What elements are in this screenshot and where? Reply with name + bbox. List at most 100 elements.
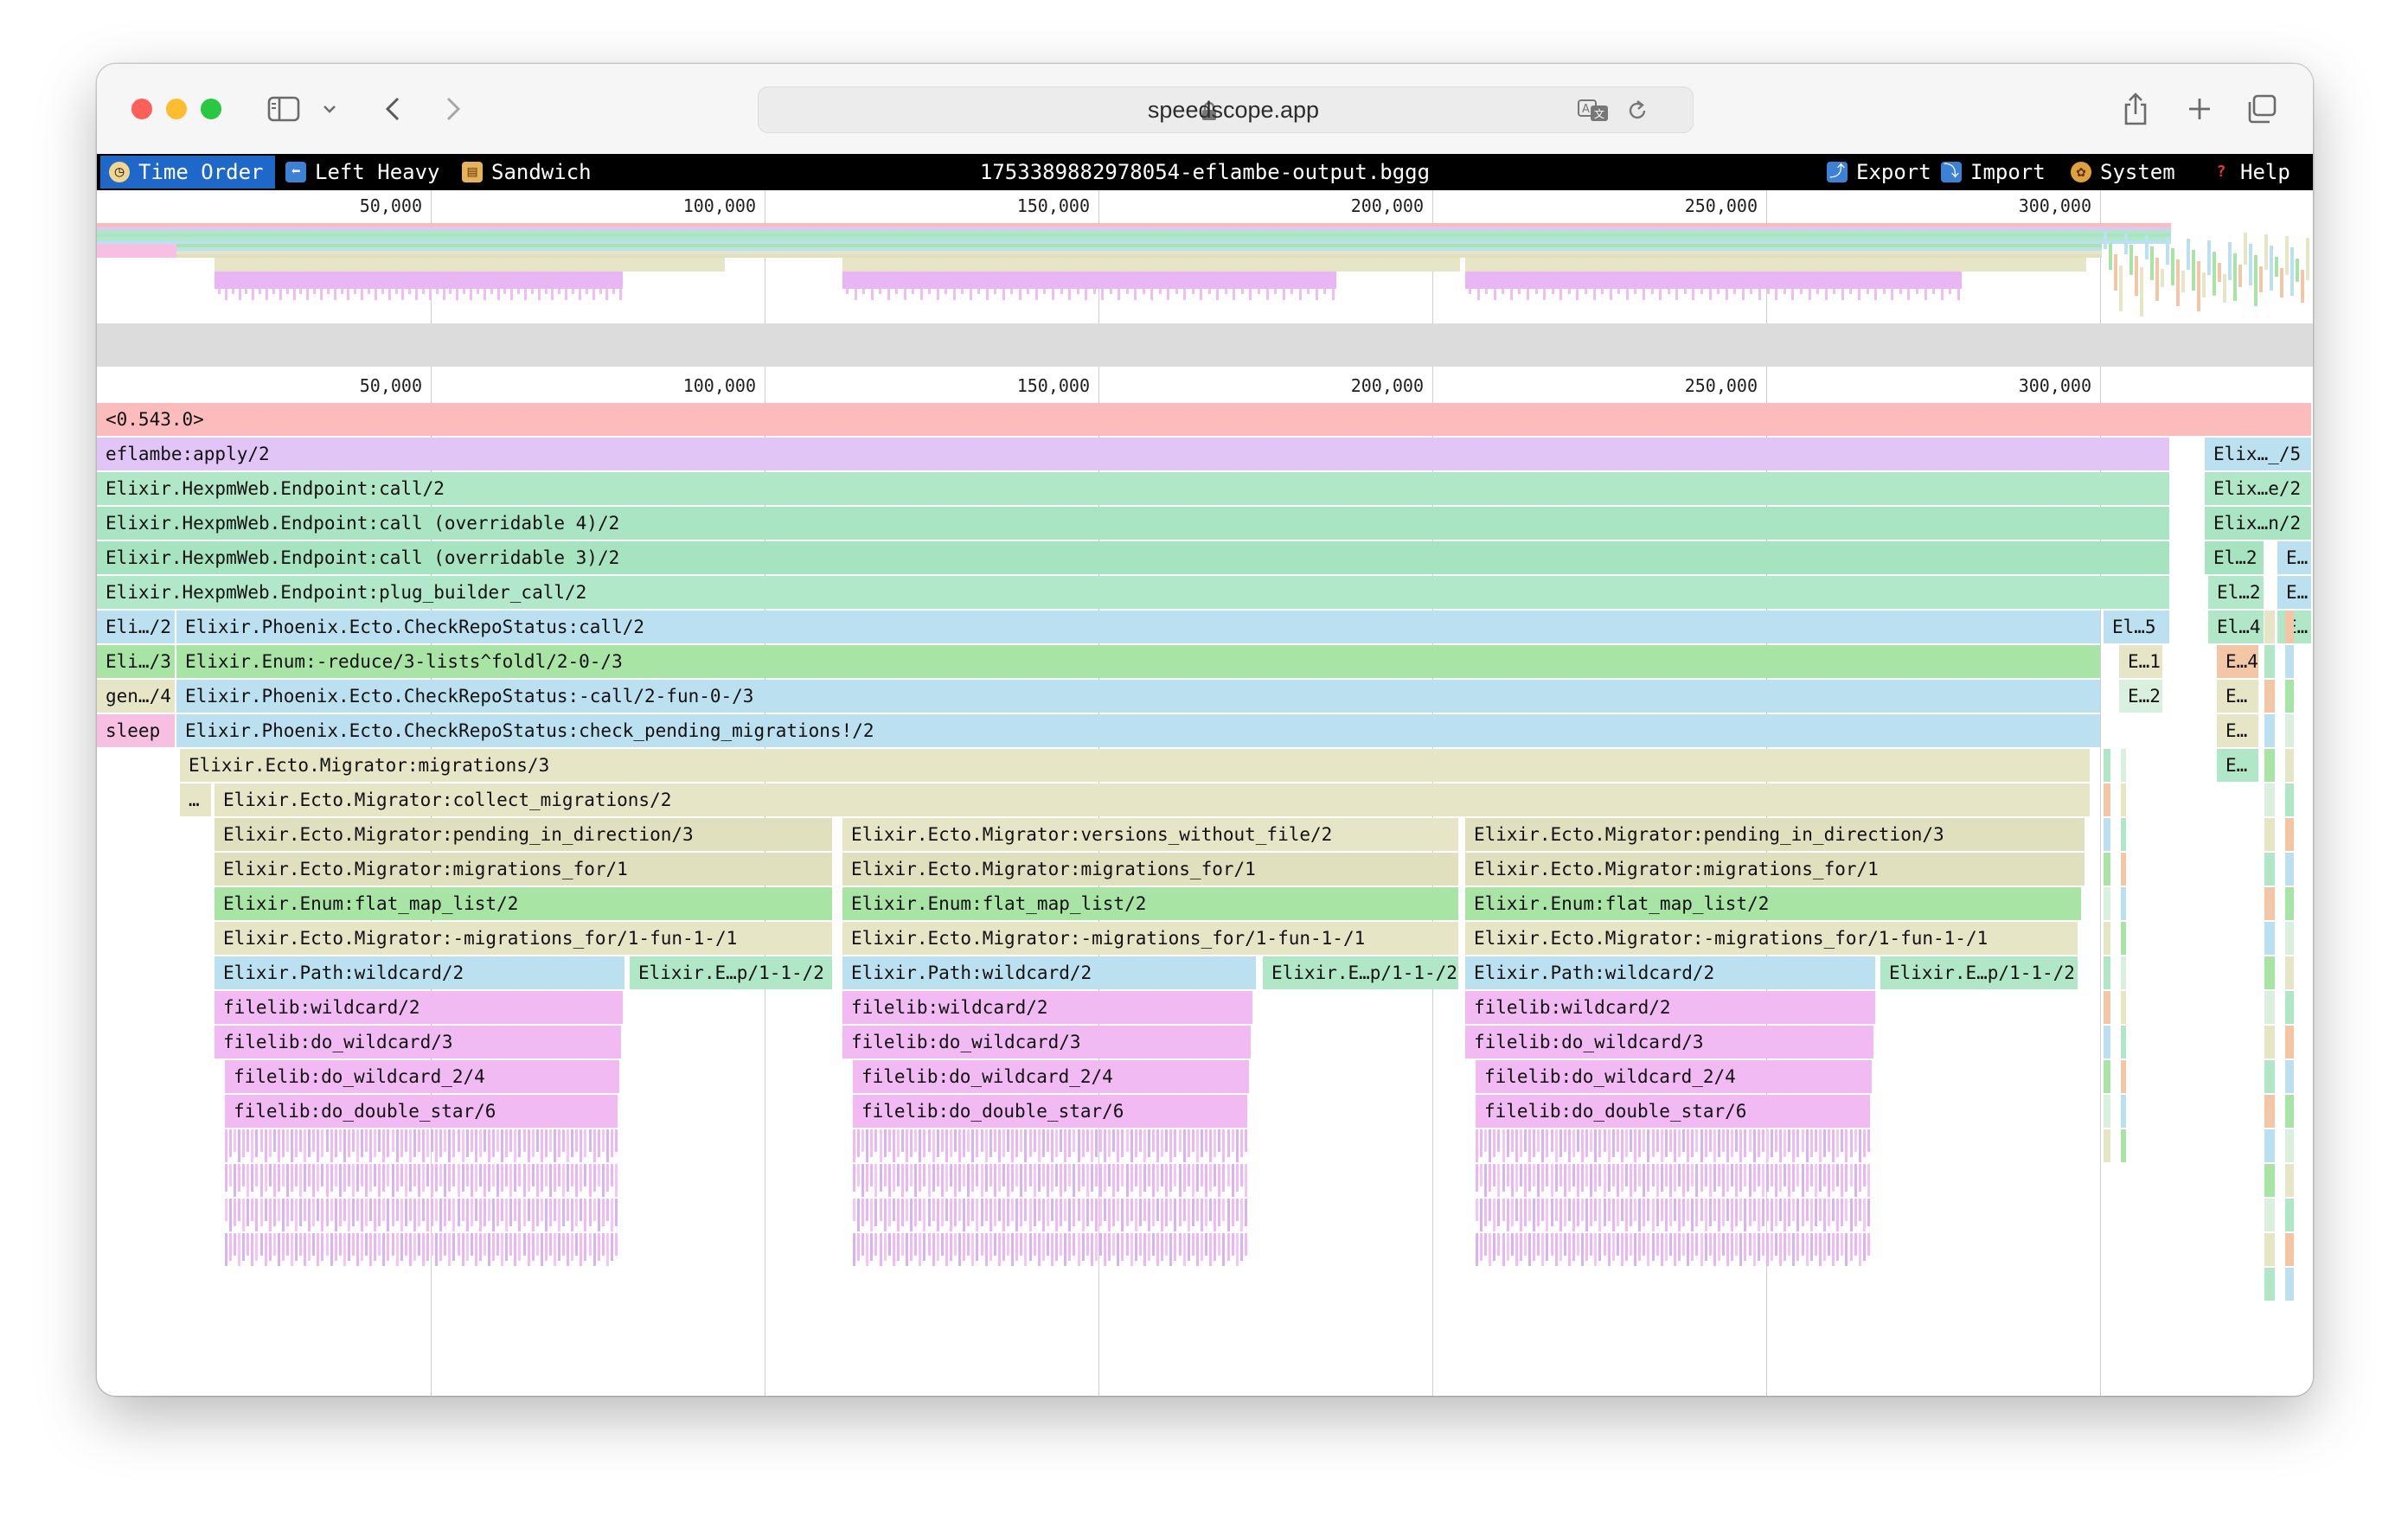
- time-order-tab[interactable]: ◷ Time Order: [100, 156, 275, 189]
- flame-sliver: [1752, 1233, 1756, 1266]
- flame-frame[interactable]: El…5: [2104, 611, 2169, 643]
- flame-frame[interactable]: Elixir.Ecto.Migrator:migrations_for/1: [1465, 853, 2085, 886]
- flame-frame[interactable]: Elixir.Enum:-reduce/3-lists^foldl/2-0-/3: [176, 645, 2100, 678]
- flame-frame[interactable]: Elixir.E…p/1-1-/2: [630, 956, 832, 989]
- flame-sliver: [1687, 1129, 1690, 1162]
- flame-frame[interactable]: El…2: [2208, 576, 2264, 609]
- flame-frame[interactable]: Elixir.HexpmWeb.Endpoint:call (overridab…: [97, 507, 2169, 540]
- sidebar-icon[interactable]: [263, 88, 304, 130]
- flame-frame[interactable]: Elixir.Enum:flat_map_list/2: [842, 887, 1458, 920]
- flame-frame[interactable]: filelib:wildcard/2: [842, 991, 1252, 1024]
- flame-frame[interactable]: E…4: [2217, 645, 2258, 678]
- chevron-down-icon[interactable]: [317, 88, 343, 130]
- flame-frame[interactable]: Elixir.HexpmWeb.Endpoint:call (overridab…: [97, 541, 2169, 574]
- flame-sliver: [2264, 1095, 2275, 1128]
- system-theme-button[interactable]: ✿ System: [2071, 156, 2175, 189]
- flame-frame[interactable]: E…: [2277, 541, 2311, 574]
- flame-frame[interactable]: Elixir.E…p/1-1-/2: [1263, 956, 1458, 989]
- back-arrow-icon[interactable]: [375, 88, 410, 130]
- flame-frame[interactable]: Elixir.Ecto.Migrator:-migrations_for/1-f…: [842, 922, 1458, 955]
- flame-frame[interactable]: E…: [2277, 611, 2311, 643]
- reload-icon[interactable]: [1625, 99, 1649, 127]
- flame-frame[interactable]: E…: [2217, 714, 2258, 747]
- sandwich-tab[interactable]: ▤ Sandwich: [462, 156, 592, 189]
- flame-frame[interactable]: filelib:do_wildcard/3: [1465, 1026, 1873, 1058]
- flame-frame[interactable]: Elixir.Ecto.Migrator:pending_in_directio…: [1465, 818, 2085, 851]
- flame-frame[interactable]: Elix…e/2: [2205, 472, 2311, 505]
- flame-sliver: [317, 1199, 320, 1221]
- flame-sliver: [567, 1129, 570, 1162]
- flame-frame[interactable]: El…4: [2208, 611, 2264, 643]
- flame-frame[interactable]: Elixir.Path:wildcard/2: [215, 956, 624, 989]
- minimap-sliver: [2270, 246, 2273, 291]
- import-button[interactable]: ⤵ Import: [1941, 156, 2046, 189]
- flame-frame[interactable]: filelib:do_wildcard_2/4: [1476, 1060, 1872, 1093]
- flame-frame[interactable]: Elixir.Phoenix.Ecto.CheckRepoStatus:-cal…: [176, 680, 2100, 713]
- flame-frame[interactable]: filelib:do_double_star/6: [1476, 1095, 1870, 1128]
- flame-frame[interactable]: filelib:do_wildcard/3: [215, 1026, 621, 1058]
- flame-frame[interactable]: Elixir.Enum:flat_map_list/2: [215, 887, 832, 920]
- flame-frame[interactable]: filelib:wildcard/2: [215, 991, 623, 1024]
- flame-frame[interactable]: Elixir.HexpmWeb.Endpoint:plug_builder_ca…: [97, 576, 2169, 609]
- minimap-sliver: [870, 289, 874, 300]
- flame-frame[interactable]: filelib:do_wildcard_2/4: [853, 1060, 1249, 1093]
- flame-frame[interactable]: Elixir.Ecto.Migrator:versions_without_fi…: [842, 818, 1458, 851]
- flame-frame[interactable]: E…: [2217, 680, 2258, 713]
- flame-frame[interactable]: Elixir.Path:wildcard/2: [842, 956, 1256, 989]
- flame-frame[interactable]: gen…/4: [97, 680, 175, 713]
- flame-frame[interactable]: E…2: [2119, 680, 2162, 713]
- flame-frame[interactable]: Elixir.Phoenix.Ecto.CheckRepoStatus:chec…: [176, 714, 2100, 747]
- flame-sliver: [1660, 1164, 1663, 1192]
- flame-frame[interactable]: eflambe:apply/2: [97, 438, 2169, 470]
- export-button[interactable]: ⤴ Export: [1827, 156, 1931, 189]
- flame-frame[interactable]: Elixir.Ecto.Migrator:migrations/3: [180, 749, 2090, 782]
- flame-frame[interactable]: Elixir.Ecto.Migrator:pending_in_directio…: [215, 818, 832, 851]
- minimap-overview[interactable]: 50,000 100,000 150,000 200,000 250,000 300,00…: [97, 190, 2313, 367]
- flame-frame[interactable]: E…: [2277, 576, 2311, 609]
- share-icon[interactable]: [2116, 88, 2155, 130]
- help-button[interactable]: ? Help: [2211, 156, 2290, 189]
- left-heavy-tab[interactable]: ⬅ Left Heavy: [285, 156, 440, 189]
- flame-sliver: [1757, 1233, 1760, 1261]
- flame-frame[interactable]: filelib:do_wildcard/3: [842, 1026, 1251, 1058]
- flame-frame[interactable]: Elixir.Enum:flat_map_list/2: [1465, 887, 2081, 920]
- flame-frame[interactable]: Elix…n/2: [2205, 507, 2311, 540]
- flame-frame[interactable]: Elix…_/5: [2205, 438, 2311, 470]
- flame-frame[interactable]: Elixir.Ecto.Migrator:-migrations_for/1-f…: [215, 922, 832, 955]
- flame-sliver: [540, 1199, 543, 1221]
- svg-text:A: A: [1582, 103, 1590, 116]
- flame-frame[interactable]: Elixir.Ecto.Migrator:collect_migrations/…: [215, 783, 2090, 816]
- flame-frame[interactable]: …: [180, 783, 211, 816]
- flame-sliver: [1028, 1164, 1032, 1186]
- flame-frame[interactable]: filelib:do_double_star/6: [853, 1095, 1247, 1128]
- forward-arrow-icon[interactable]: [436, 88, 471, 130]
- plus-icon[interactable]: [2180, 88, 2219, 130]
- flame-chart[interactable]: 50,000 100,000 150,000 200,000 250,000 300,00…: [97, 367, 2313, 1396]
- flame-frame[interactable]: filelib:do_wildcard_2/4: [225, 1060, 619, 1093]
- close-window-button[interactable]: [131, 99, 152, 119]
- minimize-window-button[interactable]: [166, 99, 187, 119]
- flame-frame[interactable]: Eli…/3: [97, 645, 175, 678]
- flame-frame[interactable]: Elixir.Ecto.Migrator:-migrations_for/1-f…: [1465, 922, 2078, 955]
- flame-frame[interactable]: sleep: [97, 714, 175, 747]
- flame-frame[interactable]: Elixir.HexpmWeb.Endpoint:call/2: [97, 472, 2169, 505]
- flame-frame[interactable]: <0.543.0>: [97, 403, 2311, 436]
- flame-frame[interactable]: Elixir.Ecto.Migrator:migrations_for/1: [215, 853, 832, 886]
- flame-frame[interactable]: El…2: [2205, 541, 2264, 574]
- tab-overview-icon[interactable]: [2242, 88, 2282, 130]
- flame-frame[interactable]: Elixir.E…p/1-1-/2: [1880, 956, 2078, 989]
- flame-frame[interactable]: Elixir.Phoenix.Ecto.CheckRepoStatus:call…: [176, 611, 2100, 643]
- flame-frame[interactable]: Elixir.Path:wildcard/2: [1465, 956, 1875, 989]
- flame-frame[interactable]: filelib:do_double_star/6: [225, 1095, 618, 1128]
- flame-sliver: [295, 1233, 298, 1261]
- flame-frame[interactable]: E…: [2217, 749, 2258, 782]
- flame-sliver: [461, 1199, 464, 1221]
- flame-frame[interactable]: Elixir.Ecto.Migrator:migrations_for/1: [842, 853, 1458, 886]
- flame-frame[interactable]: Eli…/2: [97, 611, 175, 643]
- zoom-window-button[interactable]: [201, 99, 221, 119]
- flame-sliver: [592, 1129, 596, 1162]
- flame-frame[interactable]: E…1: [2119, 645, 2162, 678]
- flame-frame[interactable]: filelib:wildcard/2: [1465, 991, 1875, 1024]
